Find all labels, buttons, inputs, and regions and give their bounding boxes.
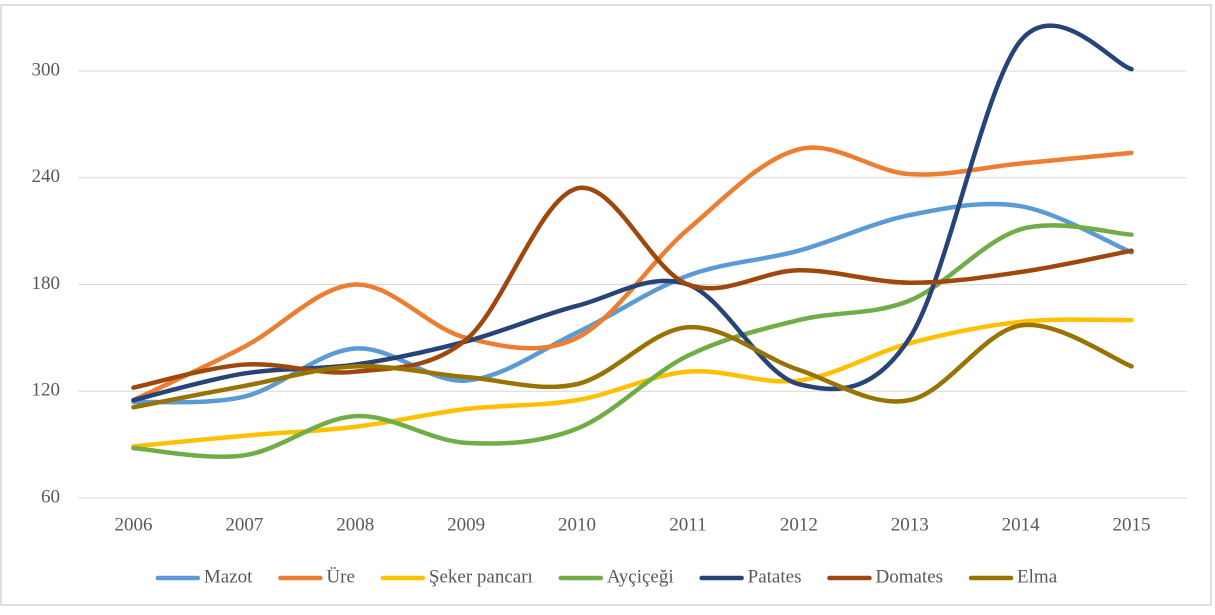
y-tick-label: 60 (41, 486, 60, 507)
legend-label: Şeker pancarı (429, 566, 533, 587)
y-tick-label: 180 (32, 273, 61, 294)
chart-border (0, 4, 1212, 606)
series-line (131, 317, 1134, 449)
legend-label: Mazot (204, 566, 253, 587)
legend-label: Elma (1017, 566, 1058, 587)
y-tick-label: 300 (32, 59, 61, 80)
series-line (131, 145, 1134, 403)
legend-label: Üre (326, 566, 354, 587)
legend-label: Ayçiçeği (607, 566, 674, 587)
x-tick-label: 2011 (669, 514, 706, 535)
legend-label: Domates (875, 566, 943, 587)
x-tick-label: 2007 (225, 514, 263, 535)
x-tick-label: 2012 (780, 514, 818, 535)
x-tick-label: 2013 (891, 514, 929, 535)
series-line (131, 322, 1134, 410)
x-tick-label: 2006 (114, 514, 152, 535)
legend-label: Patates (748, 566, 802, 587)
x-tick-label: 2014 (1002, 514, 1041, 535)
x-tick-label: 2008 (336, 514, 374, 535)
series-line (131, 223, 1134, 459)
y-tick-label: 240 (32, 166, 61, 187)
x-tick-label: 2010 (558, 514, 596, 535)
x-tick-label: 2009 (447, 514, 485, 535)
x-tick-label: 2015 (1113, 514, 1151, 535)
y-tick-label: 120 (32, 380, 61, 401)
